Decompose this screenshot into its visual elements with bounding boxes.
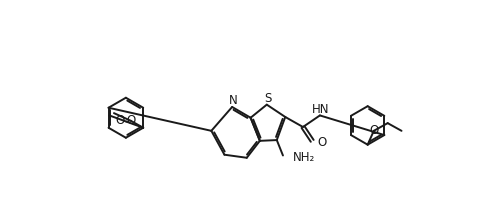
Text: O: O: [318, 136, 327, 149]
Text: S: S: [264, 92, 271, 105]
Text: O: O: [369, 124, 378, 137]
Text: O: O: [126, 114, 135, 127]
Text: N: N: [229, 94, 238, 107]
Text: HN: HN: [312, 103, 330, 116]
Text: O: O: [116, 114, 125, 127]
Text: NH₂: NH₂: [293, 151, 315, 164]
